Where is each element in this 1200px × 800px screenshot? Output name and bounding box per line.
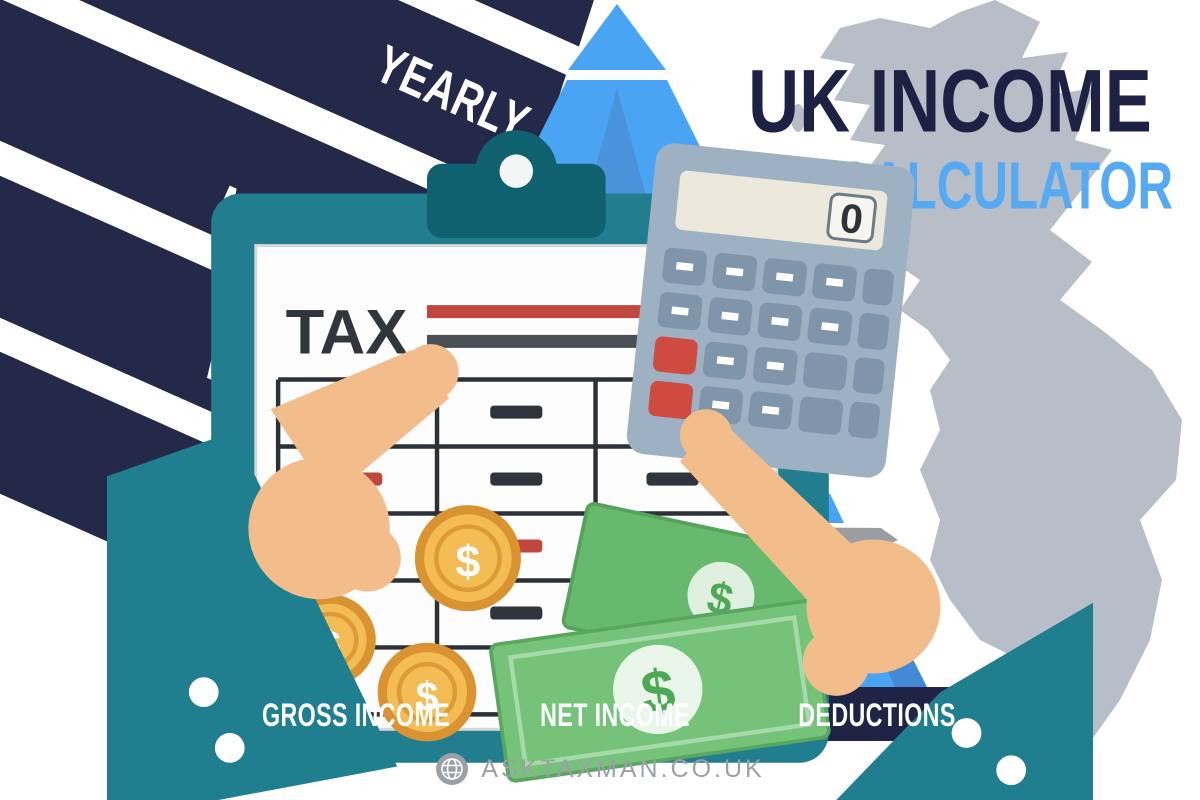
- svg-text:$: $: [455, 538, 480, 587]
- value-weekly-deductions: £3,293: [772, 472, 832, 501]
- footer-col-net-income: NET INCOME: [540, 696, 690, 734]
- shelf-3: [346, 524, 898, 550]
- svg-text:$: $: [703, 573, 738, 626]
- shelf-2: [404, 376, 823, 397]
- footer-col-gross-income: GROSS INCOME: [262, 696, 450, 734]
- net-column-weekly: [501, 397, 733, 523]
- value-daily-net: £873.98: [582, 617, 662, 649]
- value-weekly-gross: £7,663: [397, 472, 457, 501]
- value-daily-gross: £1,533: [324, 617, 392, 649]
- value-monthly-deductions: £14,258: [712, 327, 780, 354]
- net-column-monthly: [540, 247, 694, 375]
- globe-icon: [436, 753, 469, 785]
- footer-col-deductions: DEDUCTIONS: [798, 696, 956, 734]
- website-url: ASKTAXMAN.CO.UK: [481, 754, 765, 783]
- value-weekly-net: £4,370: [582, 472, 642, 501]
- tier-weekly: [390, 397, 844, 523]
- footer-divider-1: [453, 688, 456, 741]
- right-hand: [680, 409, 1094, 800]
- value-monthly-gross: £33,180: [453, 327, 521, 354]
- value-yearly-net: £227,061: [586, 189, 650, 211]
- value-daily-deductions: £658.58: [822, 617, 902, 649]
- website-row: ASKTAXMAN.CO.UK: [0, 752, 1200, 786]
- value-yearly-gross: £398,160: [520, 189, 584, 211]
- footer-divider-2: [773, 688, 776, 741]
- page-title: UK INCOME: [748, 50, 1152, 151]
- shelf-1: [479, 226, 762, 247]
- value-monthly-net: £18,922: [586, 327, 654, 354]
- page-subtitle: TAX CALCULATOR: [726, 147, 1174, 224]
- value-yearly-deductions: £171,099: [659, 189, 723, 211]
